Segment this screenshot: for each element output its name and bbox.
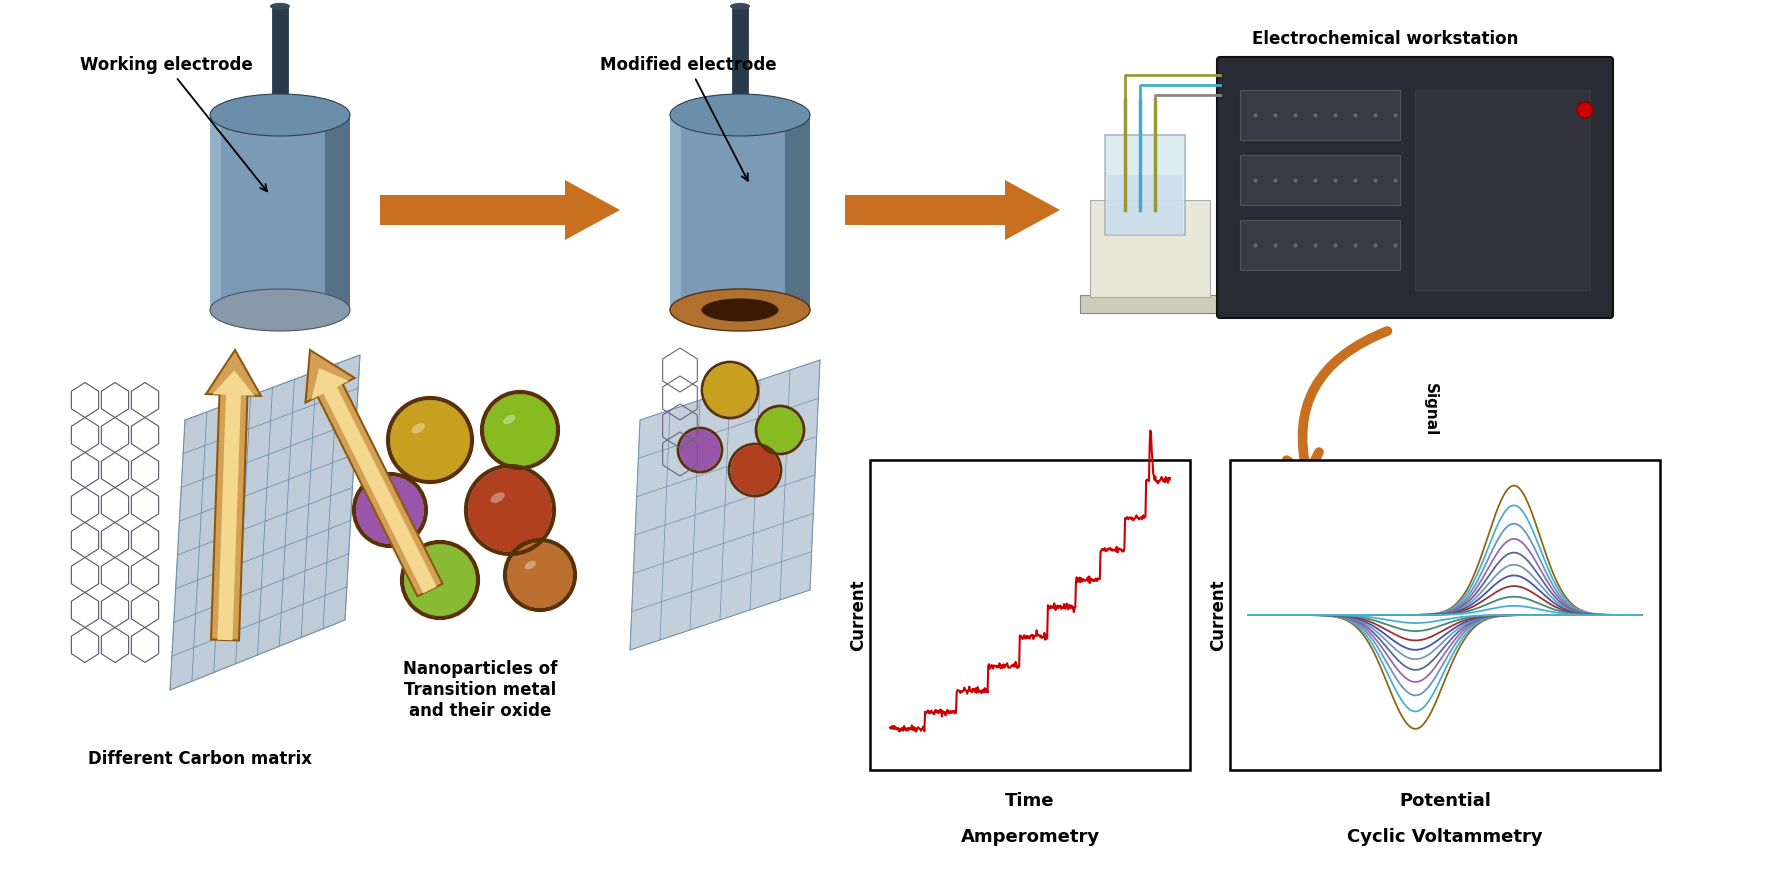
Ellipse shape	[524, 561, 536, 570]
Text: Modified electrode: Modified electrode	[600, 56, 777, 180]
Polygon shape	[205, 350, 260, 640]
Ellipse shape	[211, 94, 350, 136]
Bar	[731, 6, 749, 94]
Bar	[271, 6, 289, 94]
Circle shape	[356, 476, 425, 544]
Text: Current: Current	[850, 580, 867, 651]
Polygon shape	[306, 350, 442, 597]
Ellipse shape	[701, 299, 779, 322]
Bar	[671, 115, 811, 310]
Polygon shape	[630, 360, 820, 650]
Circle shape	[758, 407, 802, 453]
Polygon shape	[844, 180, 1060, 240]
Ellipse shape	[503, 414, 515, 424]
Ellipse shape	[423, 565, 435, 574]
Text: Working electrode: Working electrode	[80, 56, 267, 191]
Bar	[1090, 200, 1211, 297]
Text: Nanoparticles of
Transition metal
and their oxide: Nanoparticles of Transition metal and th…	[404, 660, 558, 719]
Polygon shape	[170, 355, 359, 690]
Ellipse shape	[412, 423, 425, 434]
Bar	[1414, 90, 1589, 290]
Circle shape	[703, 364, 756, 417]
Ellipse shape	[490, 493, 504, 503]
Bar	[326, 115, 350, 310]
Ellipse shape	[211, 289, 350, 331]
Circle shape	[1577, 102, 1593, 118]
Text: Time: Time	[1005, 792, 1055, 810]
Text: Potential: Potential	[1398, 792, 1490, 810]
Bar	[211, 115, 350, 310]
Text: Electrochemical workstation: Electrochemical workstation	[1251, 30, 1519, 48]
Text: Different Carbon matrix: Different Carbon matrix	[88, 750, 312, 768]
Bar	[1241, 155, 1400, 205]
Circle shape	[404, 544, 476, 616]
Text: Signal: Signal	[1423, 383, 1437, 436]
Text: Amperometry: Amperometry	[961, 828, 1099, 846]
Ellipse shape	[671, 289, 811, 331]
Circle shape	[506, 542, 573, 608]
Ellipse shape	[729, 3, 750, 10]
Ellipse shape	[269, 3, 290, 10]
Text: Current: Current	[1209, 580, 1227, 651]
Bar	[1241, 220, 1400, 270]
Bar	[871, 460, 1189, 770]
Bar	[671, 115, 681, 310]
Bar	[784, 115, 811, 310]
Circle shape	[389, 400, 471, 480]
Circle shape	[467, 468, 552, 552]
Text: Cyclic Voltammetry: Cyclic Voltammetry	[1347, 828, 1543, 846]
Bar	[1241, 90, 1400, 140]
Polygon shape	[381, 180, 620, 240]
Polygon shape	[312, 368, 437, 593]
Bar	[1106, 175, 1182, 235]
Bar	[1080, 295, 1420, 313]
Ellipse shape	[373, 495, 386, 504]
Bar	[211, 115, 221, 310]
Ellipse shape	[671, 94, 811, 136]
Circle shape	[731, 445, 779, 494]
Polygon shape	[212, 370, 255, 640]
Circle shape	[483, 394, 556, 466]
Bar	[1230, 460, 1660, 770]
FancyArrowPatch shape	[1287, 331, 1388, 475]
Circle shape	[680, 429, 720, 470]
Bar	[1104, 135, 1184, 235]
FancyBboxPatch shape	[1218, 57, 1612, 318]
